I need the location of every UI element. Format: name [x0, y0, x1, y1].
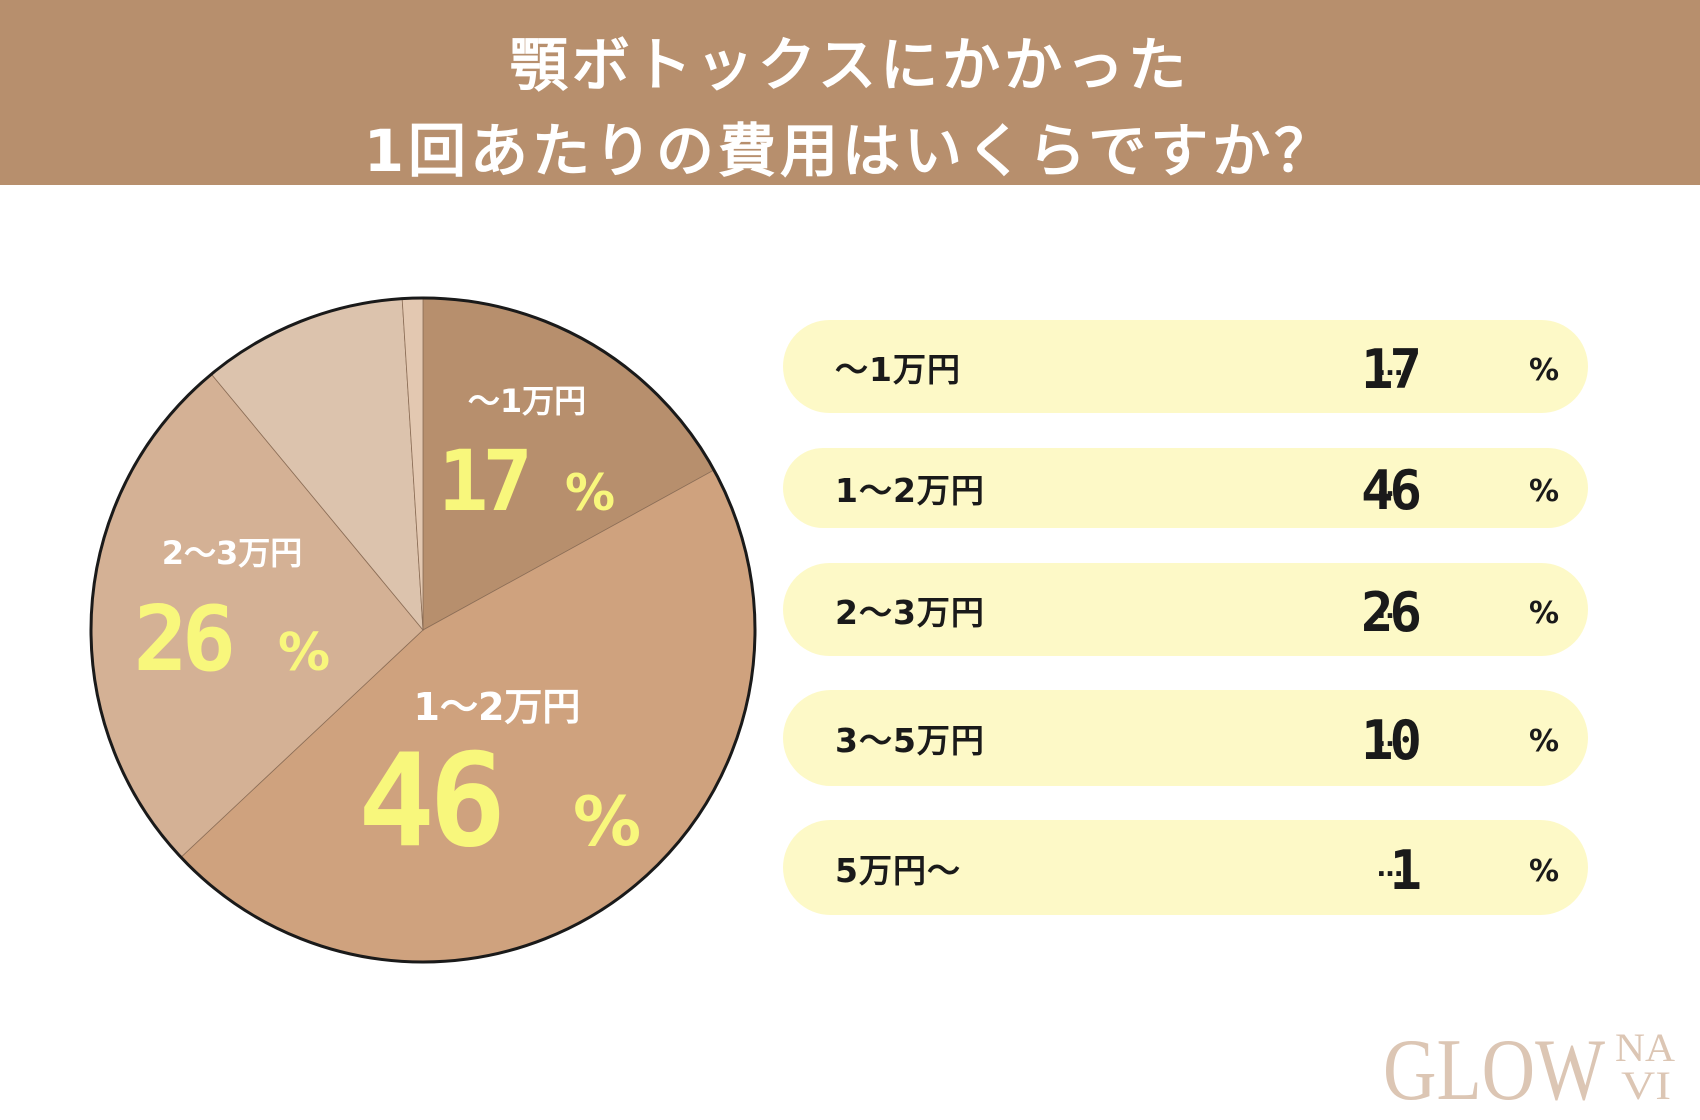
legend-item-label: 〜1万円: [835, 349, 961, 389]
slice-unit: %: [278, 623, 330, 683]
slice-category: 1〜2万円: [414, 685, 581, 729]
legend-item: 1〜2万円 … 46 %: [783, 448, 1588, 528]
legend-item: 〜1万円 … 17 %: [783, 320, 1588, 413]
legend-separator: …: [1377, 351, 1403, 382]
legend-separator: …: [1377, 473, 1403, 503]
legend-item-label: 2〜3万円: [835, 592, 985, 632]
legend-separator: …: [1377, 723, 1403, 753]
slice-value: 17: [438, 432, 528, 530]
legend-item-label: 5万円〜: [835, 850, 961, 890]
legend-item-label: 1〜2万円: [835, 471, 985, 510]
legend-item-unit: %: [1529, 595, 1560, 631]
legend-item-unit: %: [1529, 724, 1560, 759]
slice-category: 〜1万円: [468, 382, 586, 420]
legend-item-unit: %: [1529, 474, 1560, 509]
legend-item-value: 26: [1360, 580, 1422, 644]
title-banner: 顎ボトックスにかかった 1回あたりの費用はいくらですか？: [0, 0, 1700, 185]
legend-item-label: 3〜5万円: [835, 721, 985, 760]
legend-separator: …: [1377, 852, 1403, 883]
legend-item-unit: %: [1529, 853, 1560, 889]
glownavi-logo: GLOW NA VI: [1383, 1025, 1675, 1105]
slice-value: 46: [358, 727, 500, 876]
legend-item: 5万円〜 … 1 %: [783, 820, 1588, 915]
legend-item-value: 1: [1389, 838, 1421, 902]
logo-suffix-bottom: VI: [1621, 1063, 1671, 1105]
slice-category: 2〜3万円: [162, 534, 303, 572]
slice-unit: %: [565, 464, 615, 522]
legend-item-value: 46: [1360, 459, 1422, 523]
slice-value: 26: [134, 587, 232, 692]
legend-item: 3〜5万円 … 10 %: [783, 690, 1588, 786]
legend-separator: …: [1377, 594, 1403, 625]
legend-item-value: 17: [1360, 337, 1422, 401]
slice-unit: %: [573, 783, 641, 862]
legend-item-value: 10: [1360, 709, 1422, 773]
legend-item: 2〜3万円 … 26 %: [783, 563, 1588, 656]
legend-item-unit: %: [1529, 352, 1560, 388]
logo-suffix-top: NA: [1615, 1025, 1675, 1070]
logo-text: GLOW: [1383, 1025, 1605, 1105]
title-line-2: 1回あたりの費用はいくらですか？: [363, 117, 1337, 185]
title-line-1: 顎ボトックスにかかった: [509, 31, 1191, 99]
pie-outline: [89, 296, 757, 964]
